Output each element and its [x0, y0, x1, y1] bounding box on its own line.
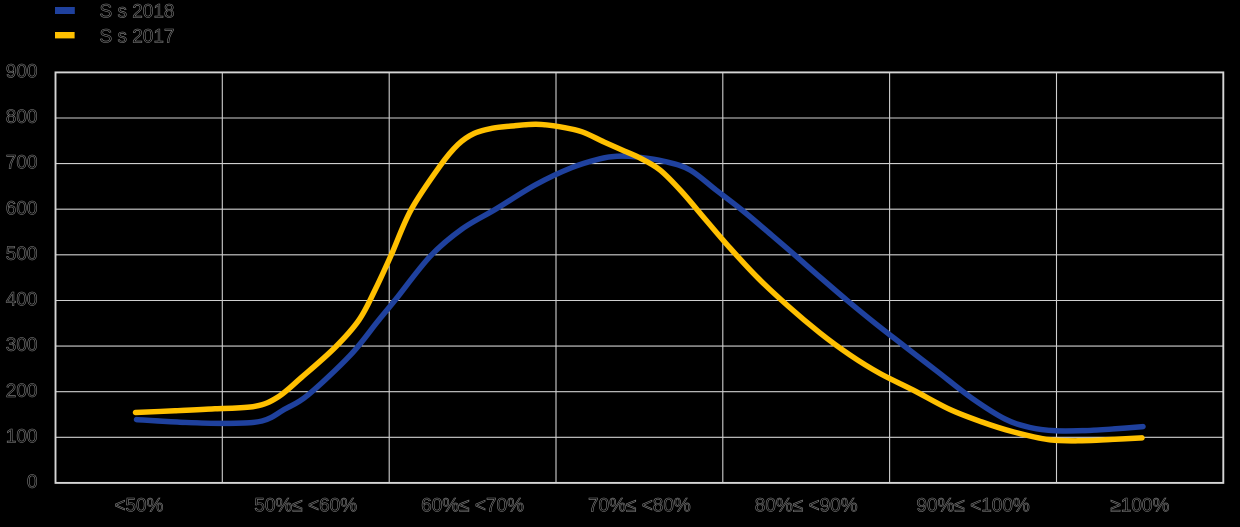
svg-text:90%≤ <100%: 90%≤ <100% — [916, 496, 1030, 517]
svg-text:100: 100 — [6, 426, 38, 447]
svg-text:50%≤ <60%: 50%≤ <60% — [254, 496, 357, 517]
svg-text:70%≤ <80%: 70%≤ <80% — [588, 496, 691, 517]
svg-text:400: 400 — [6, 290, 38, 311]
svg-text:700: 700 — [6, 153, 38, 174]
svg-text:300: 300 — [6, 335, 38, 356]
svg-text:60%≤ <70%: 60%≤ <70% — [421, 496, 524, 517]
svg-text:S s 2017: S s 2017 — [100, 26, 175, 47]
svg-text:500: 500 — [6, 244, 38, 265]
svg-text:200: 200 — [6, 381, 38, 402]
svg-text:800: 800 — [6, 107, 38, 128]
svg-text:0: 0 — [27, 472, 38, 493]
svg-text:600: 600 — [6, 198, 38, 219]
svg-text:900: 900 — [6, 62, 38, 83]
svg-text:≥100%: ≥100% — [1110, 496, 1169, 517]
svg-text:<50%: <50% — [114, 496, 163, 517]
svg-text:S s 2018: S s 2018 — [100, 2, 175, 23]
svg-text:80%≤ <90%: 80%≤ <90% — [755, 496, 858, 517]
